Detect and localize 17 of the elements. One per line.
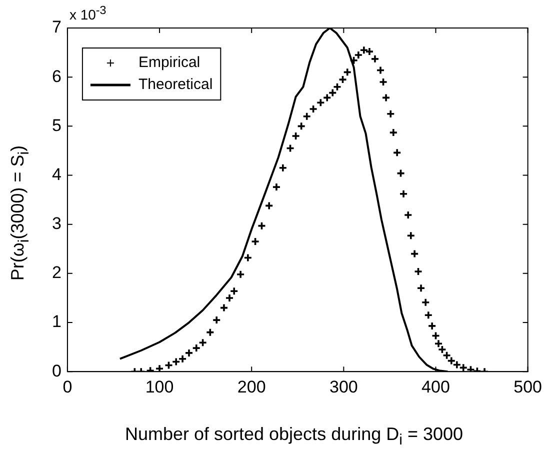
y-tick-label: 7 <box>52 18 62 37</box>
x-tick-label: 300 <box>329 377 358 396</box>
legend-label: Empirical <box>138 54 200 72</box>
text: x 10$^{-3}$ <box>69 4 106 23</box>
x-axis-title: Number of sorted objects during D$_{i}$ = 3000 <box>124 424 464 449</box>
y-tick-label: 3 <box>52 214 62 234</box>
y-tick-label: 2 <box>52 263 62 282</box>
x-tick-label: 200 <box>237 377 266 396</box>
y-tick-label: 0 <box>52 361 62 380</box>
legend-label: Theoretical <box>138 76 213 94</box>
y-tick-label: 4 <box>52 164 62 184</box>
x-tick-label: 100 <box>145 377 174 396</box>
y-tick-label: 5 <box>52 116 62 135</box>
y-tick-label: 1 <box>52 312 62 332</box>
y-tick-label: 6 <box>52 66 62 86</box>
x-tick-label: 400 <box>422 377 450 396</box>
x-tick-label: 500 <box>514 377 542 396</box>
